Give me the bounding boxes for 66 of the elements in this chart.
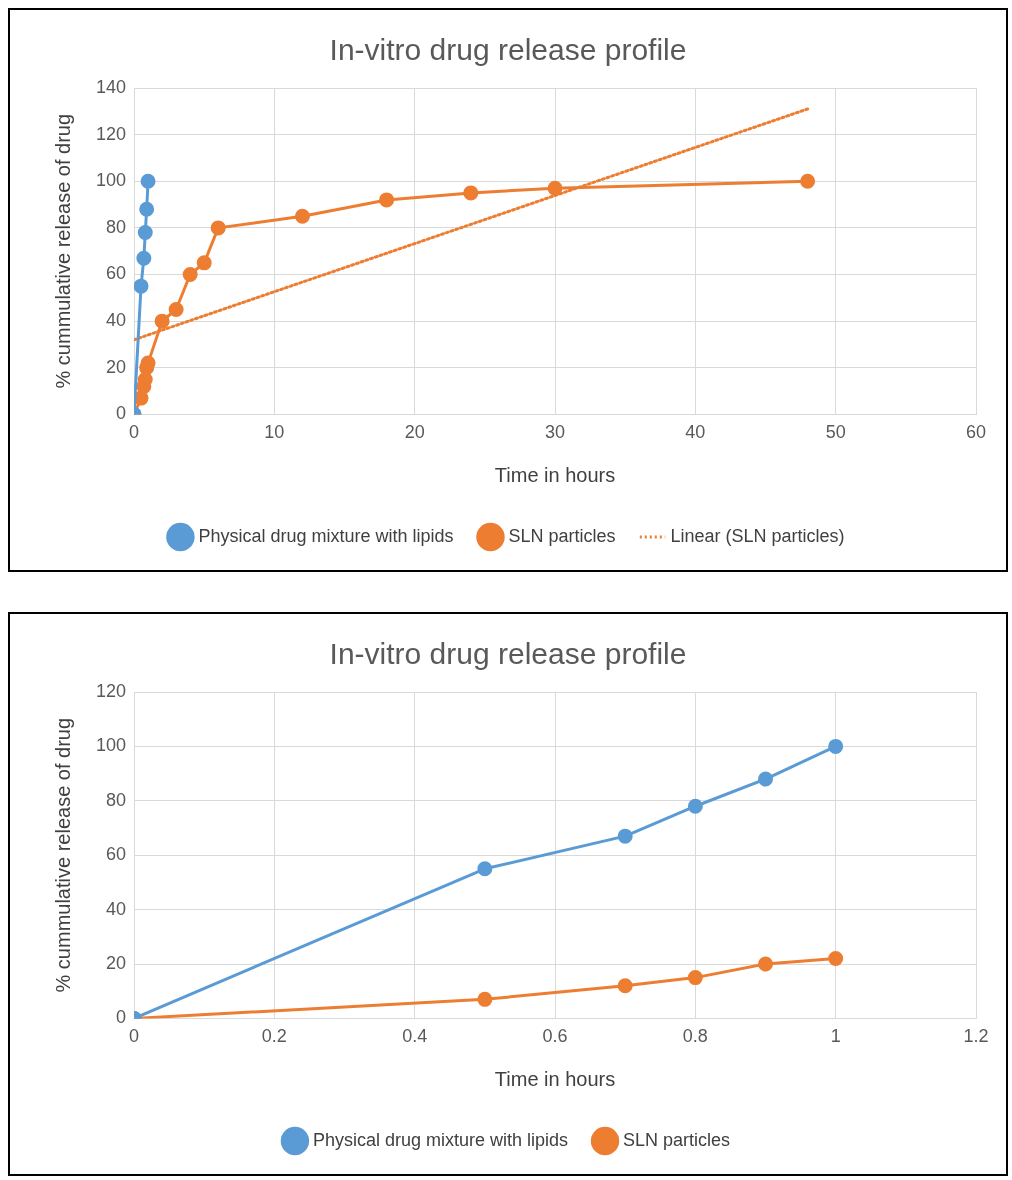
point [758,771,774,787]
point [137,371,153,387]
point [463,185,479,201]
point [379,192,395,208]
x-tick-label: 40 [685,422,706,443]
x-tick-label: 0 [129,1026,140,1047]
x-tick-label: 1.2 [963,1026,989,1047]
y-tick-label: 100 [95,735,127,756]
x-tick-label: 0.8 [682,1026,708,1047]
legend-label: SLN particles [508,525,616,546]
y-tick-label: 0 [116,403,127,424]
y-axis-title: % cummulative release of drug [51,113,74,389]
point [617,828,633,844]
point [687,798,703,814]
legend-label: Linear (SLN particles) [670,525,845,546]
y-tick-label: 120 [95,123,127,144]
y-tick-label: 120 [95,680,127,701]
y-tick-label: 0 [116,1007,127,1028]
x-tick-label: 50 [825,422,846,443]
y-tick-label: 40 [106,310,127,331]
point [758,956,774,972]
point [547,180,563,196]
point [139,201,155,217]
y-tick-label: 60 [106,844,127,865]
point [687,970,703,986]
point [136,250,152,266]
legend-label: Physical drug mixture with lipids [312,1129,569,1150]
point [800,173,816,189]
y-axis-title: % cummulative release of drug [51,717,74,993]
y-tick-label: 20 [106,356,127,377]
x-tick-label: 0.2 [261,1026,287,1047]
point [140,173,156,189]
point [137,225,153,241]
point [294,208,310,224]
y-tick-label: 60 [106,263,127,284]
point [134,278,149,294]
x-tick-label: 0.6 [542,1026,568,1047]
x-tick-label: 60 [965,422,987,443]
x-tick-label: 30 [545,422,566,443]
point [617,978,633,994]
legend-label: SLN particles [623,1129,731,1150]
y-tick-label: 100 [95,170,127,191]
x-tick-label: 0 [129,422,140,443]
point [210,220,226,236]
chart-title: In-vitro drug release profile [329,637,687,671]
point [828,951,844,967]
x-tick-label: 20 [404,422,425,443]
point [828,738,844,754]
x-axis-title: Time in hours [494,1067,616,1090]
point [477,991,493,1007]
x-tick-label: 10 [264,422,285,443]
point [168,301,184,317]
chart-title: In-vitro drug release profile [329,33,687,67]
legend-label: Physical drug mixture with lipids [198,525,454,546]
y-tick-label: 80 [106,789,127,810]
x-tick-label: 0.4 [402,1026,428,1047]
x-axis-title: Time in hours [494,463,616,486]
point [196,255,212,271]
x-tick-label: 1 [830,1026,841,1047]
point [154,313,170,329]
point [477,861,493,877]
y-tick-label: 80 [106,216,127,237]
y-tick-label: 40 [106,898,127,919]
y-tick-label: 140 [95,76,127,97]
point [182,267,198,283]
y-tick-label: 20 [106,952,127,973]
